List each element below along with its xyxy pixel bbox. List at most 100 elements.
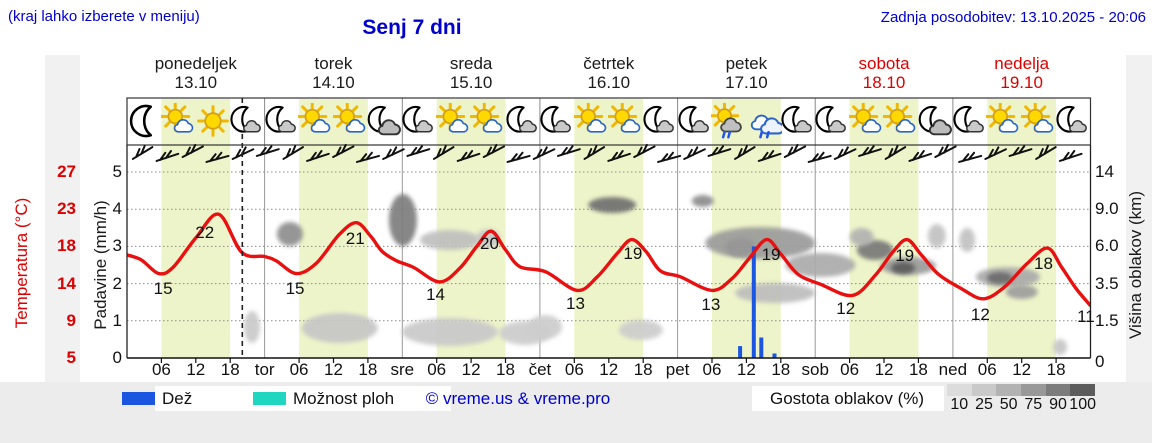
cloud-density-swatch-50 xyxy=(996,384,1022,396)
moon-cloud-icon xyxy=(642,103,678,139)
moon-cloud-icon xyxy=(677,103,713,139)
moon-bigcloud-icon xyxy=(367,103,403,139)
moon-cloud-icon xyxy=(780,103,816,139)
cloudheight-tick-9.0: 9.0 xyxy=(1095,199,1119,219)
cloudheight-tick-1.5: 1.5 xyxy=(1095,310,1119,330)
legend-white-box xyxy=(155,386,451,411)
temp-tick-9: 9 xyxy=(66,310,76,330)
x-tick-day-sob: sob xyxy=(801,360,829,379)
cloudheight-tick-3.5: 3.5 xyxy=(1095,273,1119,293)
sun-cloud-icon xyxy=(332,103,369,139)
day-date-nedelja: 19.10 xyxy=(1000,73,1043,92)
cloudheight-tick-6.0: 6.0 xyxy=(1095,236,1119,256)
temp-tick-18: 18 xyxy=(57,236,76,256)
cloud-density-swatch-10 xyxy=(947,384,972,396)
temp-value-label: 19 xyxy=(761,244,781,264)
day-name-torek: torek xyxy=(314,54,353,73)
x-tick-day-sre: sre xyxy=(390,360,415,379)
temp-tick-5: 5 xyxy=(66,348,76,367)
day-date-ponedeljek: 13.10 xyxy=(174,73,218,92)
x-tick-day-čet: čet xyxy=(528,360,552,379)
temp-value-label: 12 xyxy=(836,299,856,319)
cloud-density-tick-75: 75 xyxy=(1024,396,1043,413)
x-tick-hour: 18 xyxy=(633,360,653,379)
temp-value-label: 12 xyxy=(970,304,990,324)
temp-tick-14: 14 xyxy=(57,273,76,293)
page-title: Senj 7 dni xyxy=(362,16,462,39)
x-tick-hour: 06 xyxy=(840,360,860,379)
x-tick-hour: 06 xyxy=(564,360,584,379)
precip-tick-2: 2 xyxy=(112,273,122,293)
location-hint: (kraj lahko izberete v meniju) xyxy=(8,8,200,25)
cloud-density-tick-90: 90 xyxy=(1049,396,1067,413)
x-tick-hour: 18 xyxy=(358,360,378,379)
temp-value-label: 18 xyxy=(1034,254,1053,274)
temp-value-label: 13 xyxy=(701,295,721,315)
rain-legend-label: Dež xyxy=(162,389,193,408)
x-tick-hour: 18 xyxy=(496,360,515,379)
moon-cloud-icon xyxy=(264,103,300,139)
moon-cloud-icon xyxy=(952,103,988,139)
temp-value-label: 13 xyxy=(566,294,585,314)
x-tick-day-tor: tor xyxy=(254,360,275,379)
legend-white-box-density xyxy=(752,386,944,411)
rain-icon xyxy=(746,103,782,139)
x-tick-day-pet: pet xyxy=(665,360,690,379)
cloudheight-tick-14: 14 xyxy=(1095,162,1114,181)
temp-value-label: 15 xyxy=(285,279,305,299)
moon-cloud-icon xyxy=(539,103,575,139)
temp-value-label: 19 xyxy=(623,243,643,263)
sun-cloud-icon xyxy=(848,103,885,139)
x-tick-hour: 06 xyxy=(151,360,171,379)
cloudheight-tick-0: 0 xyxy=(1095,352,1105,371)
showers-legend-label: Možnost ploh xyxy=(293,389,395,408)
x-tick-hour: 06 xyxy=(702,360,722,379)
moon-cloud-icon xyxy=(814,103,850,139)
day-date-petek: 17.10 xyxy=(725,73,768,92)
sun-icon xyxy=(195,103,231,139)
moon-icon xyxy=(126,103,162,139)
precip-tick-3: 3 xyxy=(112,236,122,256)
temp-axis-title: Temperatura (°C) xyxy=(12,197,31,329)
sun-cloud-icon xyxy=(470,103,506,139)
temp-value-label: 19 xyxy=(895,245,915,265)
day-name-petek: petek xyxy=(725,54,768,73)
cloud-density-tick-100: 100 xyxy=(1069,396,1096,413)
temp-value-label: 11 xyxy=(1077,306,1095,326)
sun-cloud-icon xyxy=(435,103,472,139)
x-tick-hour: 12 xyxy=(874,360,894,379)
temp-value-label: 20 xyxy=(479,234,499,254)
moon-cloud-icon xyxy=(505,103,541,139)
x-tick-hour: 12 xyxy=(736,360,756,379)
temp-tick-27: 27 xyxy=(57,162,76,181)
day-date-torek: 14.10 xyxy=(312,73,355,92)
x-tick-hour: 12 xyxy=(461,360,481,379)
day-date-četrtek: 16.10 xyxy=(587,73,631,92)
cloud-density-legend-label: Gostota oblakov (%) xyxy=(769,389,925,408)
showers-legend-swatch xyxy=(253,392,286,405)
moon-cloud-icon xyxy=(401,103,437,139)
cloud-density-tick-25: 25 xyxy=(975,396,993,413)
x-tick-hour: 12 xyxy=(323,360,343,379)
precip-axis-title: Padavine (mm/h) xyxy=(91,200,110,330)
copyright-link[interactable]: © vreme.us & vreme.pro xyxy=(425,389,611,408)
sun-cloud-icon xyxy=(607,103,644,139)
sun-cloud-icon xyxy=(986,103,1022,139)
x-tick-hour: 18 xyxy=(908,360,928,379)
sun-cloud-icon xyxy=(1020,103,1057,139)
sun-cloud-icon xyxy=(883,103,919,139)
last-update-note: Zadnja posodobitev: 13.10.2025 - 20:06 xyxy=(880,9,1146,26)
cloud-density-swatch-25 xyxy=(971,384,997,396)
cloud-density-swatch-100 xyxy=(1070,384,1096,396)
sun-cloud-icon xyxy=(298,103,334,139)
cloud-density-swatch-90 xyxy=(1045,384,1071,396)
precip-tick-5: 5 xyxy=(112,162,122,181)
moon-cloud-icon xyxy=(1055,103,1091,139)
x-tick-hour: 06 xyxy=(289,360,309,379)
cloud-density-tick-10: 10 xyxy=(950,396,969,413)
sun-cloud-icon xyxy=(573,103,610,139)
sun-cloud-icon xyxy=(160,103,197,139)
x-tick-hour: 18 xyxy=(220,360,240,379)
x-tick-hour: 12 xyxy=(1012,360,1032,379)
